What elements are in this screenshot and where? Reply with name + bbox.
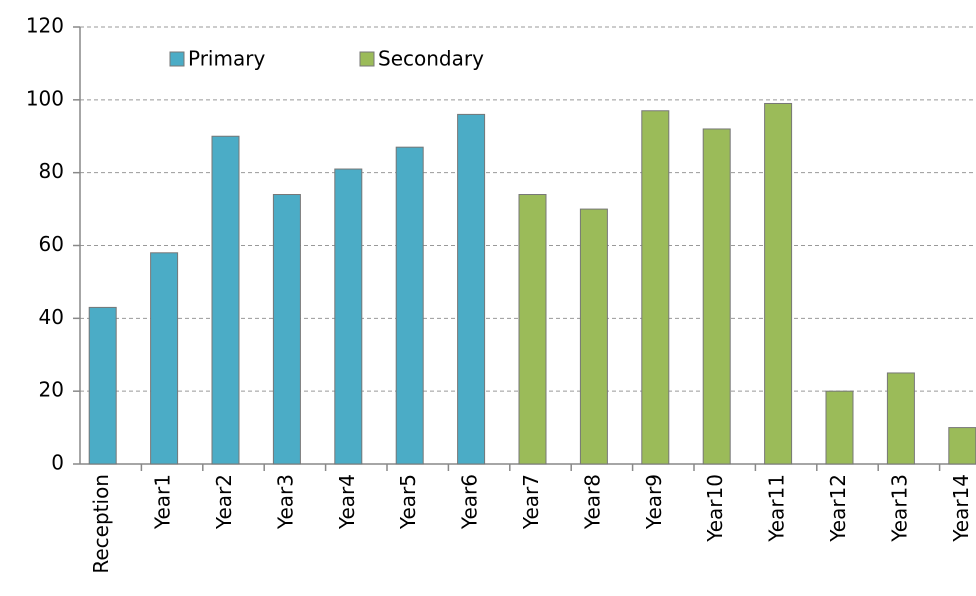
x-tick-label: Year6	[458, 474, 482, 530]
bar	[150, 252, 179, 465]
bar	[702, 128, 731, 465]
bar	[825, 390, 854, 465]
x-tick-label: Year5	[396, 474, 420, 530]
x-tick-label: Year10	[703, 474, 727, 543]
x-tick-label: Reception	[89, 474, 113, 574]
x-tick-label: Year4	[335, 474, 359, 530]
bar	[948, 427, 976, 465]
y-tick-label: 40	[39, 305, 64, 329]
x-tick-label: Year9	[642, 474, 666, 530]
legend-swatch	[169, 51, 185, 67]
y-tick-label: 120	[26, 14, 64, 38]
x-tick-label: Year12	[826, 474, 850, 543]
x-tick-label: Year2	[212, 474, 236, 530]
y-tick-label: 100	[26, 86, 64, 110]
x-tick-label: Year14	[949, 474, 973, 543]
x-tick-label: Year13	[887, 474, 911, 543]
bar	[457, 113, 486, 465]
bar	[579, 208, 608, 465]
legend-label: Primary	[188, 47, 265, 71]
x-tick-label: Year11	[765, 474, 789, 543]
y-tick-label: 80	[39, 159, 64, 183]
legend-swatch	[359, 51, 375, 67]
y-tick-label: 20	[39, 378, 64, 402]
bar	[641, 110, 670, 465]
bar	[518, 194, 547, 465]
x-tick-label: Year3	[273, 474, 297, 530]
bar	[764, 102, 793, 465]
bar	[334, 168, 363, 465]
y-tick-label: 0	[51, 451, 64, 475]
y-tick-label: 60	[39, 232, 64, 256]
bar	[272, 194, 301, 465]
bar	[88, 306, 117, 465]
x-tick-label: Year7	[519, 474, 543, 530]
x-tick-label: Year1	[151, 474, 175, 530]
bar	[886, 372, 915, 465]
legend-label: Secondary	[378, 47, 484, 71]
bar	[211, 135, 240, 465]
bar	[395, 146, 424, 465]
x-tick-label: Year8	[580, 474, 604, 530]
